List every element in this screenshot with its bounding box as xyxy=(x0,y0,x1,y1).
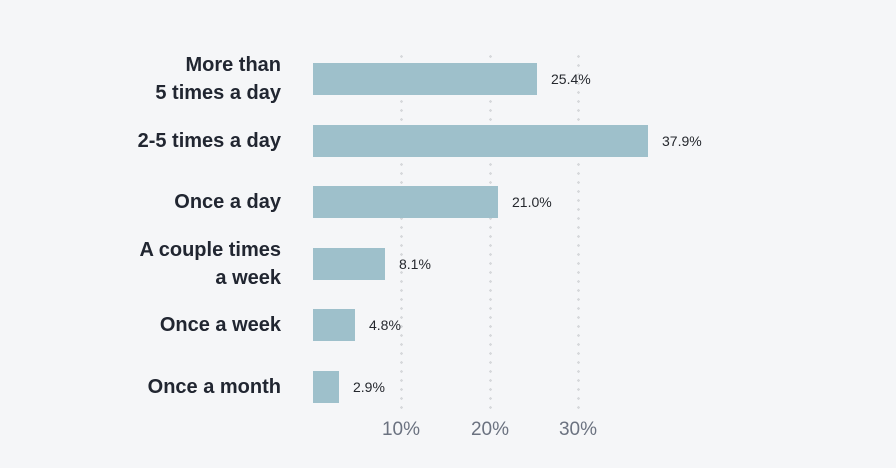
category-label: A couple times a week xyxy=(139,239,281,289)
value-label: 37.9% xyxy=(662,133,702,149)
value-label: 2.9% xyxy=(353,379,385,395)
bar xyxy=(313,248,385,280)
bar xyxy=(313,309,355,341)
category-label: More than 5 times a day xyxy=(155,54,281,104)
bar-row: Once a week 4.8% xyxy=(0,309,896,341)
gridline-30pct xyxy=(577,52,580,410)
bar-row: More than 5 times a day 25.4% xyxy=(0,54,896,104)
x-axis-tick: 10% xyxy=(381,419,421,440)
bar-row: Once a month 2.9% xyxy=(0,371,896,403)
x-axis-tick: 20% xyxy=(470,419,510,440)
category-label: Once a month xyxy=(147,376,281,398)
bar-track: 4.8% xyxy=(313,309,401,341)
value-label: 8.1% xyxy=(399,256,431,272)
category-label: 2-5 times a day xyxy=(137,130,281,152)
value-label: 4.8% xyxy=(369,317,401,333)
bar-track: 37.9% xyxy=(313,125,702,157)
bar xyxy=(313,63,537,95)
category-label: Once a day xyxy=(174,191,281,213)
bar xyxy=(313,186,498,218)
bar xyxy=(313,371,339,403)
gridline-20pct xyxy=(489,52,492,410)
value-label: 21.0% xyxy=(512,194,552,210)
gridline-10pct xyxy=(400,52,403,410)
bar-row: A couple times a week 8.1% xyxy=(0,239,896,289)
category-label: Once a week xyxy=(159,314,281,336)
bar-row: Once a day 21.0% xyxy=(0,186,896,218)
bar-track: 2.9% xyxy=(313,371,385,403)
bar-row: 2-5 times a day 37.9% xyxy=(0,125,896,157)
bar-track: 8.1% xyxy=(313,248,431,280)
bar xyxy=(313,125,648,157)
bar-track: 25.4% xyxy=(313,63,591,95)
x-axis-tick: 30% xyxy=(558,419,598,440)
value-label: 25.4% xyxy=(551,71,591,87)
bar-track: 21.0% xyxy=(313,186,552,218)
